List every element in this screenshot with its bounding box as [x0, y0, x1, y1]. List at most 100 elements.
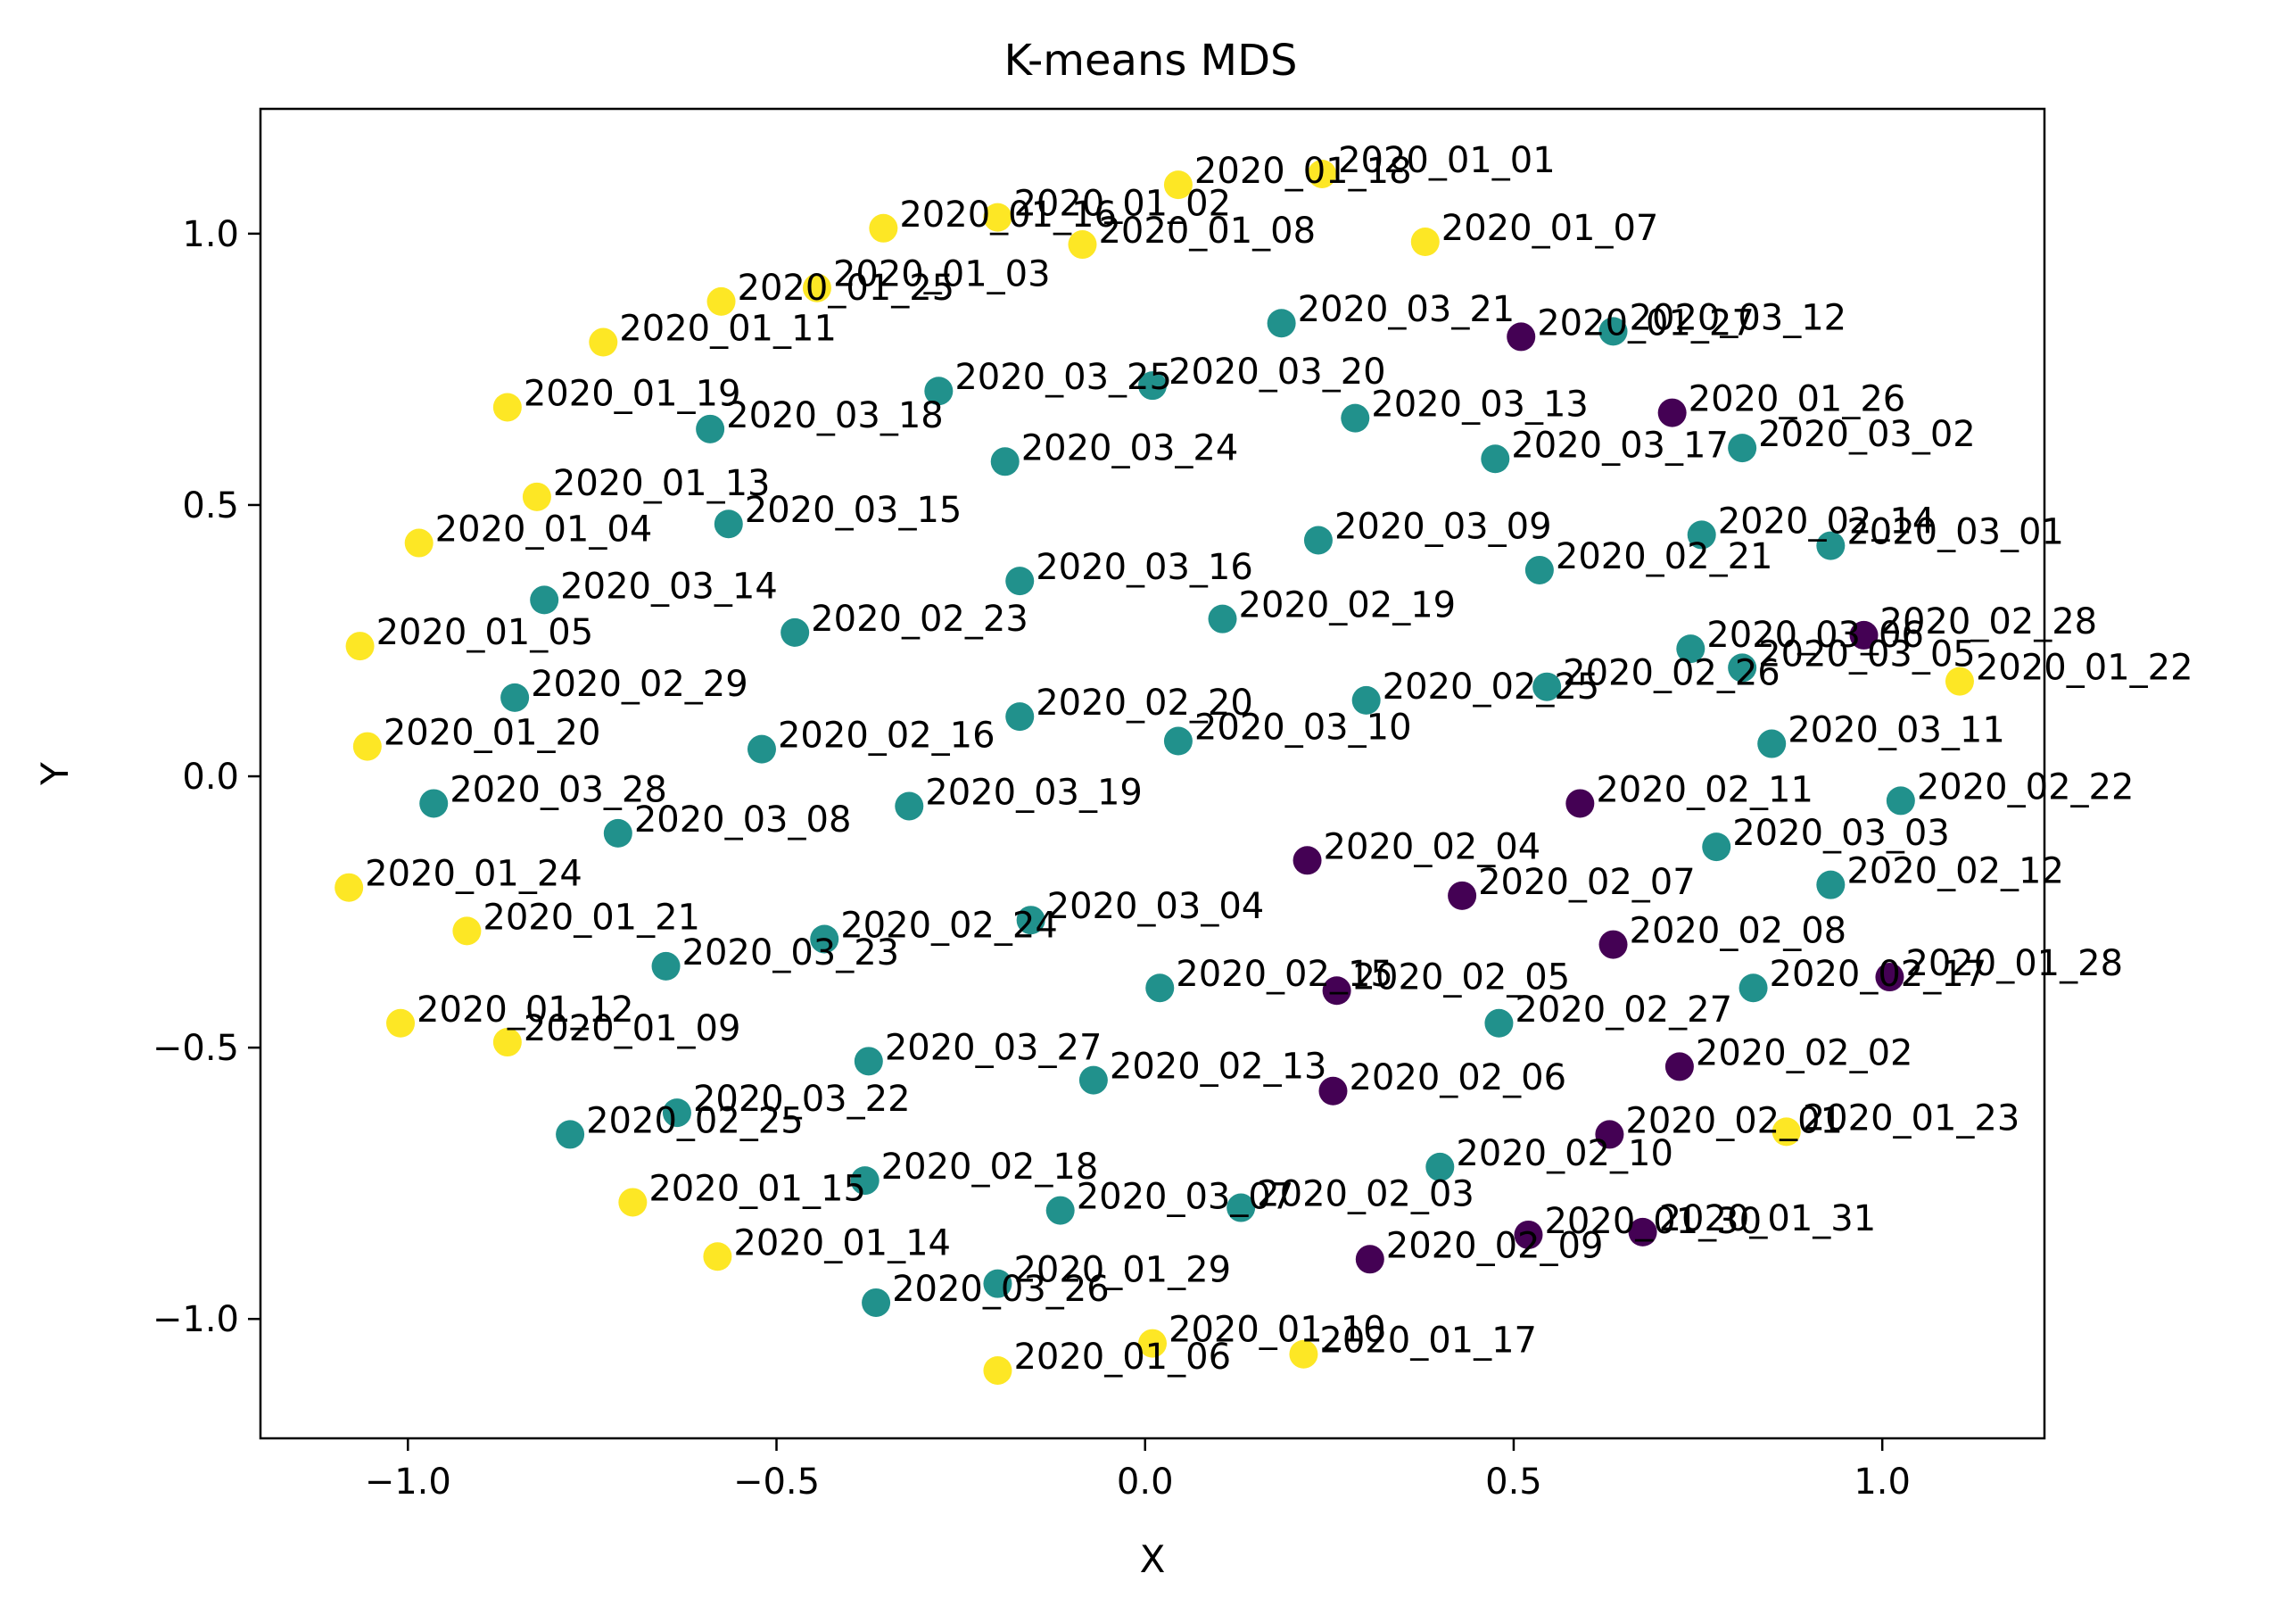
scatter-point: [1524, 555, 1554, 584]
scatter-point: [1728, 653, 1757, 683]
point-label: 2020_03_06: [1706, 615, 1924, 656]
point-label: 2020_02_17: [1770, 954, 1987, 995]
scatter-point: [1005, 702, 1035, 732]
point-label: 2020_03_26: [892, 1269, 1110, 1310]
scatter-point: [589, 327, 618, 357]
point-label: 2020_01_07: [1441, 208, 1659, 249]
point-label: 2020_02_18: [881, 1147, 1099, 1188]
point-label: 2020_03_19: [925, 772, 1143, 813]
point-label: 2020_03_20: [1169, 352, 1386, 393]
point-label: 2020_02_05: [1353, 957, 1571, 998]
point-label: 2020_02_15: [1176, 954, 1393, 995]
point-label: 2020_02_02: [1696, 1032, 1913, 1073]
point-label: 2020_01_04: [435, 509, 653, 551]
point-label: 2020_02_25: [586, 1100, 804, 1141]
scatter-point: [492, 393, 522, 422]
scatter-point: [386, 1008, 416, 1038]
scatter-point: [747, 734, 776, 764]
point-label: 2020_02_13: [1110, 1047, 1327, 1088]
point-label: 2020_01_29: [1013, 1250, 1231, 1291]
point-label: 2020_01_09: [524, 1008, 741, 1049]
point-label: 2020_01_10: [1169, 1310, 1386, 1351]
point-label: 2020_01_26: [1689, 379, 1906, 420]
scatter-point: [1208, 604, 1237, 634]
scatter-point: [1849, 620, 1879, 650]
point-label: 2020_01_14: [733, 1222, 951, 1263]
scatter-point: [352, 732, 382, 761]
point-label: 2020_01_03: [833, 254, 1051, 295]
point-label: 2020_01_01: [1338, 140, 1556, 181]
y-tick-label: 0.0: [182, 757, 239, 798]
scatter-point: [651, 951, 681, 981]
point-label: 2020_02_20: [1036, 683, 1253, 724]
scatter-point: [1739, 973, 1768, 1003]
point-label: 2020_02_21: [1556, 536, 1773, 577]
point-label: 2020_02_28: [1880, 601, 2098, 642]
point-label: 2020_01_30: [1544, 1201, 1762, 1242]
point-label: 2020_03_05: [1758, 634, 1976, 675]
scatter-point: [419, 789, 449, 818]
scatter-point: [706, 286, 736, 316]
x-tick-label: 0.0: [1117, 1462, 1174, 1503]
point-label: 2020_03_09: [1334, 506, 1552, 547]
point-label: 2020_01_16: [899, 195, 1117, 236]
scatter-point: [404, 528, 434, 558]
scatter-point: [1145, 973, 1175, 1003]
point-label: 2020_01_08: [1098, 211, 1316, 252]
scatter-point: [983, 1269, 1012, 1298]
point-label: 2020_02_08: [1630, 911, 1847, 952]
point-label: 2020_01_11: [619, 309, 837, 350]
scatter-point: [1425, 1152, 1455, 1181]
scatter-point: [1507, 322, 1536, 352]
scatter-point: [1226, 1193, 1256, 1222]
point-label: 2020_03_13: [1371, 385, 1589, 426]
scatter-point: [1289, 1339, 1318, 1369]
point-label: 2020_02_26: [1563, 653, 1780, 694]
scatter-point: [983, 1355, 1012, 1385]
y-tick-label: 0.5: [182, 485, 239, 526]
point-label: 2020_03_15: [745, 490, 962, 531]
point-label: 2020_02_07: [1478, 862, 1696, 903]
x-axis-title: X: [1140, 1537, 1166, 1581]
point-label: 2020_01_15: [648, 1168, 866, 1209]
point-label: 2020_01_23: [1803, 1097, 2020, 1139]
scatter-point: [869, 213, 898, 243]
point-label: 2020_01_24: [365, 854, 582, 895]
scatter-point: [1163, 726, 1193, 756]
point-label: 2020_02_25: [1383, 667, 1600, 708]
scatter-point: [895, 791, 924, 821]
point-label: 2020_02_24: [840, 905, 1058, 946]
point-label: 2020_01_22: [1976, 648, 2193, 689]
point-label: 2020_02_29: [531, 664, 748, 705]
point-label: 2020_01_18: [1194, 151, 1412, 192]
scatter-point: [1005, 567, 1035, 596]
scatter-point: [1351, 685, 1381, 715]
scatter-point: [1595, 1120, 1624, 1149]
scatter-point: [983, 203, 1012, 232]
point-label: 2020_03_14: [560, 566, 778, 607]
scatter-point: [492, 1028, 522, 1057]
scatter-point: [862, 1288, 891, 1317]
scatter-point: [1016, 906, 1045, 935]
point-label: 2020_03_21: [1298, 289, 1516, 330]
point-label: 2020_02_22: [1917, 766, 2135, 808]
point-label: 2020_01_20: [384, 713, 601, 754]
scatter-point: [1816, 870, 1846, 899]
scatter-point: [522, 482, 551, 511]
scatter-point: [1481, 444, 1510, 474]
point-label: 2020_01_17: [1319, 1321, 1537, 1362]
scatter-point: [1687, 520, 1716, 550]
point-label: 2020_03_12: [1630, 297, 1847, 338]
scatter-point: [696, 414, 725, 443]
y-axis-title: Y: [33, 762, 77, 786]
scatter-point: [1293, 846, 1322, 875]
point-label: 2020_03_28: [450, 769, 667, 810]
scatter-point: [1322, 976, 1351, 1006]
chart-title: K-means MDS: [1004, 36, 1298, 86]
point-label: 2020_02_03: [1257, 1174, 1474, 1215]
point-label: 2020_01_19: [524, 373, 741, 414]
scatter-point: [1267, 309, 1296, 338]
scatter-point: [1598, 930, 1628, 959]
scatter-point: [703, 1242, 732, 1271]
